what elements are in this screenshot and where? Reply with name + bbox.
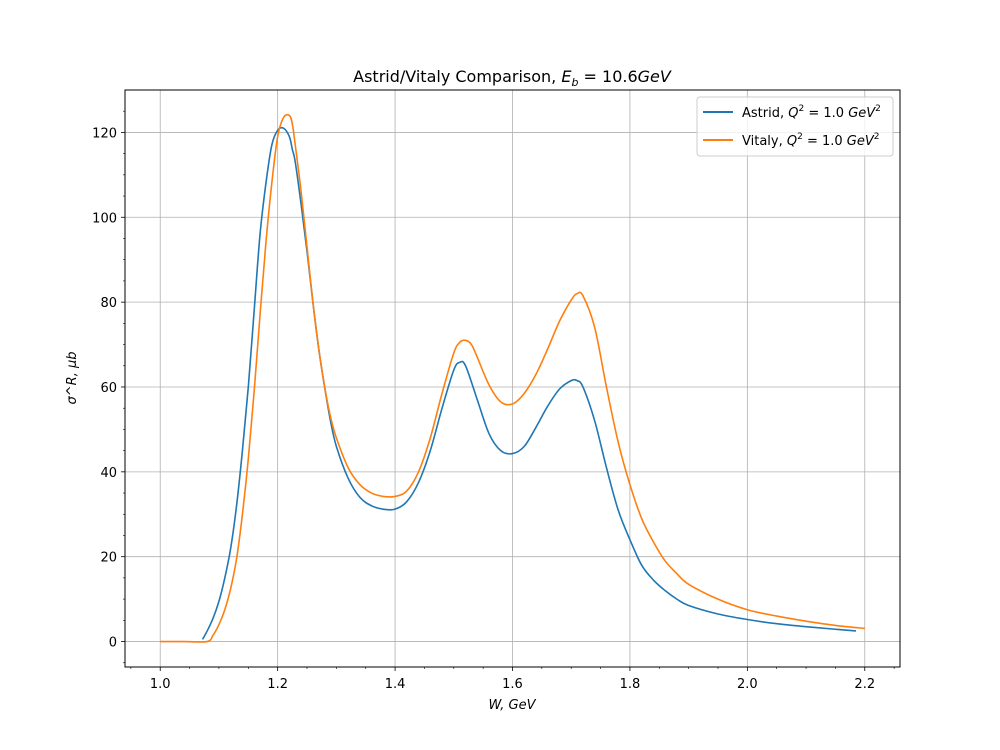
y-tick-label: 20 <box>100 551 117 566</box>
series-line-astrid <box>201 126 857 640</box>
y-tick-label: 60 <box>100 381 117 396</box>
x-tick-label: 1.6 <box>502 677 523 692</box>
x-tick-label: 2.2 <box>854 677 875 692</box>
y-tick-label: 40 <box>100 466 117 481</box>
x-tick-label: 1.2 <box>267 677 288 692</box>
series-lines <box>160 113 865 643</box>
legend-label-astrid: Astrid, Q2 = 1.0 GeV2 <box>742 104 881 121</box>
series-line-vitaly <box>160 113 865 643</box>
y-tick-label: 120 <box>92 126 117 141</box>
y-axis-label: σ^R, μb <box>65 352 80 405</box>
x-tick-label: 1.8 <box>620 677 641 692</box>
y-tick-label: 80 <box>100 296 117 311</box>
chart-title: Astrid/Vitaly Comparison, Eb = 10.6GeV <box>353 67 672 89</box>
x-tick-label: 2.0 <box>737 677 758 692</box>
y-tick-label: 100 <box>92 211 117 226</box>
legend: Astrid, Q2 = 1.0 GeV2 Vitaly, Q2 = 1.0 G… <box>696 96 894 157</box>
x-axis-label: W, GeV <box>488 698 536 713</box>
grid <box>125 90 900 667</box>
y-tick-label: 0 <box>109 636 117 651</box>
legend-box <box>696 96 894 157</box>
x-tick-label: 1.0 <box>150 677 171 692</box>
axis-ticks: 1.0 1.2 1.4 1.6 1.8 2.0 2.2 0 20 40 60 80 100 120 <box>92 110 895 692</box>
legend-label-vitaly: Vitaly, Q2 = 1.0 GeV2 <box>742 132 880 149</box>
x-tick-label: 1.4 <box>385 677 406 692</box>
